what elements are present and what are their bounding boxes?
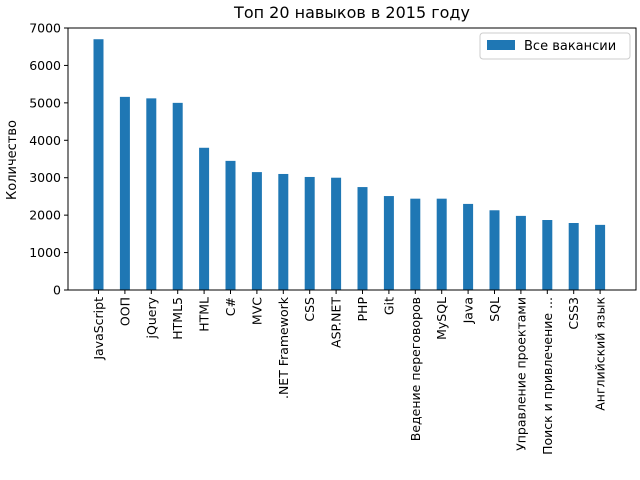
x-tick-label: CSS <box>302 297 317 322</box>
y-tick-label: 3000 <box>29 170 61 185</box>
x-tick-label: Управление проектами <box>513 297 528 451</box>
legend-label: Все вакансии <box>524 39 616 54</box>
legend: Все вакансии <box>479 32 631 60</box>
y-tick-label: 6000 <box>29 58 61 73</box>
x-tick-label: C# <box>223 297 238 316</box>
bar <box>331 177 342 290</box>
chart-title: Топ 20 навыков в 2015 году <box>233 3 470 22</box>
bar <box>542 220 553 290</box>
x-tick-label: .NET Framework <box>276 296 291 399</box>
y-tick-label: 2000 <box>29 208 61 223</box>
x-tick-label: ASP.NET <box>329 297 344 348</box>
y-tick-label: 4000 <box>29 133 61 148</box>
bar <box>304 176 315 290</box>
bar <box>251 172 262 290</box>
y-axis: 0 1000 2000 3000 4000 5000 6000 7000 <box>29 21 68 298</box>
x-tick-label: Git <box>381 297 396 315</box>
x-tick-label: Java <box>461 297 476 324</box>
bar <box>119 96 130 291</box>
bar <box>489 210 500 290</box>
bar <box>225 160 236 290</box>
bar <box>568 223 579 290</box>
plot-frame <box>67 27 637 291</box>
y-tick-label: 7000 <box>29 21 61 36</box>
bar <box>357 187 368 290</box>
bar <box>172 102 183 290</box>
y-tick-label: 1000 <box>29 245 61 260</box>
bars <box>93 39 606 291</box>
legend-swatch <box>487 40 515 50</box>
x-tick-label: Поиск и привлечение ... <box>540 297 555 455</box>
legend-frame <box>479 32 631 60</box>
bar <box>93 39 104 290</box>
x-tick-label: jQuery <box>144 296 159 339</box>
x-tick-label: Английский язык <box>593 297 608 411</box>
x-tick-label: HTML5 <box>170 297 185 340</box>
x-tick-label: JavaScript <box>91 297 106 361</box>
bar <box>199 147 210 290</box>
bar <box>595 224 606 290</box>
bar <box>515 215 526 290</box>
x-tick-label: MySQL <box>434 297 449 340</box>
x-tick-label: ООП <box>117 297 132 326</box>
x-tick-label: MVC <box>249 297 264 325</box>
x-axis: JavaScript ООП jQuery HTML5 HTML C# MVC .NET Fr… <box>91 290 608 455</box>
bar <box>410 198 421 290</box>
bar <box>436 198 447 290</box>
bar <box>383 196 394 290</box>
x-tick-label: SQL <box>487 297 502 322</box>
bar <box>146 98 157 290</box>
y-tick-label: 0 <box>53 283 61 298</box>
bar <box>463 203 474 290</box>
x-tick-label: HTML <box>197 297 212 332</box>
y-tick-label: 5000 <box>29 95 61 110</box>
x-tick-label: PHP <box>355 297 370 322</box>
x-tick-label: Ведение переговоров <box>408 297 423 441</box>
y-axis-label: Количество <box>5 120 20 200</box>
bar <box>278 173 289 290</box>
x-tick-label: CSS3 <box>566 297 581 330</box>
